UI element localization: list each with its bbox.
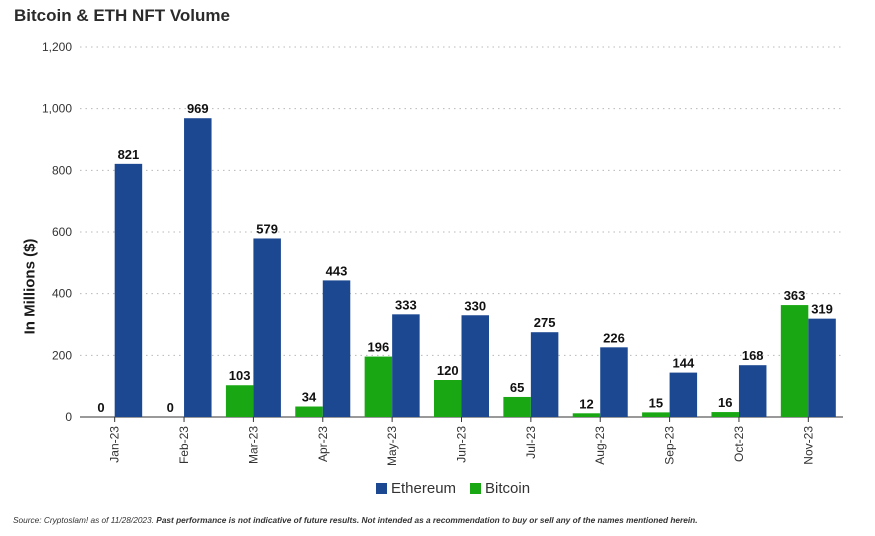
footnote-source: Source: Cryptoslam! as of 11/28/2023. <box>13 515 157 525</box>
data-label-ethereum: 168 <box>742 348 764 363</box>
bar-ethereum <box>461 315 489 417</box>
chart-title: Bitcoin & ETH NFT Volume <box>14 6 230 25</box>
data-label-bitcoin: 34 <box>302 390 317 405</box>
ethereum-swatch <box>376 483 387 494</box>
bar-ethereum <box>530 332 559 417</box>
x-tick-label: Oct-23 <box>732 426 746 462</box>
x-tick-label: Sep-23 <box>663 426 677 465</box>
bar-bitcoin <box>295 406 323 417</box>
data-label-ethereum: 579 <box>256 221 278 236</box>
data-label-ethereum: 319 <box>811 302 833 317</box>
data-label-bitcoin: 103 <box>229 368 251 383</box>
data-label-bitcoin: 196 <box>368 340 390 355</box>
data-label-ethereum: 226 <box>603 330 625 345</box>
footnote: Source: Cryptoslam! as of 11/28/2023. Pa… <box>13 515 698 525</box>
data-label-bitcoin: 363 <box>784 288 806 303</box>
x-tick-label: Mar-23 <box>246 426 260 464</box>
y-tick-label: 200 <box>52 348 72 362</box>
x-tick-label: Aug-23 <box>593 426 607 465</box>
bar-bitcoin <box>503 396 531 417</box>
y-tick-label: 1,000 <box>42 102 72 116</box>
bar-bitcoin <box>225 385 254 417</box>
bar-ethereum <box>808 318 836 417</box>
bar-ethereum <box>114 163 143 417</box>
y-tick-label: 600 <box>52 225 72 239</box>
data-label-ethereum: 275 <box>534 315 556 330</box>
bar-ethereum <box>253 238 281 417</box>
x-tick-label: Jul-23 <box>524 426 538 459</box>
y-tick-label: 400 <box>52 287 72 301</box>
data-label-bitcoin: 12 <box>579 396 593 411</box>
data-label-ethereum: 821 <box>118 147 140 162</box>
bar-ethereum <box>322 280 351 417</box>
data-label-ethereum: 330 <box>464 298 486 313</box>
data-label-bitcoin: 15 <box>649 395 663 410</box>
bar-ethereum <box>669 372 698 417</box>
bar-bitcoin <box>364 356 393 417</box>
data-label-bitcoin: 120 <box>437 363 459 378</box>
x-tick-label: Jan-23 <box>108 426 122 463</box>
bar-bitcoin <box>572 413 601 417</box>
bar-bitcoin <box>780 305 809 417</box>
data-label-bitcoin: 65 <box>510 380 524 395</box>
y-tick-label: 0 <box>65 410 72 424</box>
legend-label-ethereum: Ethereum <box>391 480 457 497</box>
data-label-bitcoin: 0 <box>97 400 104 415</box>
legend: Ethereum Bitcoin <box>376 480 530 497</box>
x-tick-label: May-23 <box>385 426 399 466</box>
y-tick-label: 1,200 <box>42 40 72 54</box>
y-tick-label: 800 <box>52 163 72 177</box>
bar-ethereum <box>738 365 767 417</box>
bar-ethereum <box>392 314 420 417</box>
bitcoin-swatch <box>470 483 482 494</box>
x-tick-label: Feb-23 <box>177 426 191 464</box>
footnote-disclaimer: Past performance is not indicative of fu… <box>156 515 698 525</box>
x-tick-label: Nov-23 <box>801 426 815 465</box>
data-label-ethereum: 969 <box>187 101 209 116</box>
legend-item-bitcoin[interactable]: Bitcoin <box>470 480 530 497</box>
bar-bitcoin <box>434 380 462 417</box>
bar-ethereum <box>600 347 628 417</box>
x-tick-label: Jun-23 <box>455 426 469 463</box>
legend-label-bitcoin: Bitcoin <box>485 480 531 497</box>
bar-bitcoin <box>642 412 670 417</box>
data-label-ethereum: 333 <box>395 297 417 312</box>
data-label-bitcoin: 0 <box>167 400 174 415</box>
data-label-ethereum: 144 <box>672 356 694 371</box>
x-tick-label: Apr-23 <box>316 426 330 462</box>
data-label-bitcoin: 16 <box>718 395 732 410</box>
data-label-ethereum: 443 <box>326 263 348 278</box>
legend-item-ethereum[interactable]: Ethereum <box>376 480 456 497</box>
bar-ethereum <box>184 118 212 417</box>
bar-bitcoin <box>711 412 739 417</box>
